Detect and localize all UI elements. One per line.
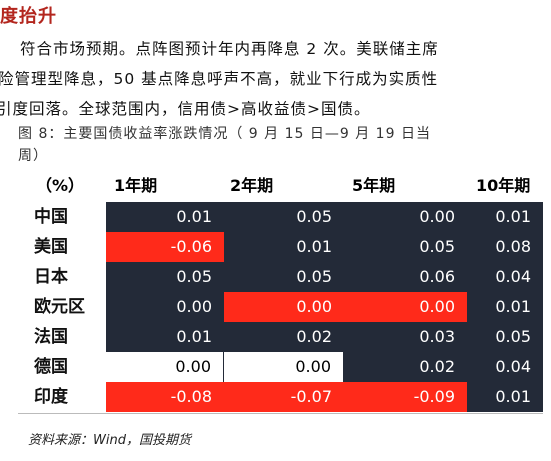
table-cell: 0.00 bbox=[344, 202, 467, 232]
table-cell: 0.04 bbox=[467, 352, 543, 382]
body-paragraph-line-1: 符合市场预期。点阵图预计年内再降息 2 次。美联储主席 bbox=[20, 40, 439, 58]
table-cell: 0.01 bbox=[106, 202, 224, 232]
column-header-5y: 5年期 bbox=[352, 176, 396, 195]
yield-change-table: （%） 1年期 2年期 5年期 10年期 中国 0.01 0.05 0.00 0.01 美… bbox=[18, 174, 543, 412]
column-header-1y: 1年期 bbox=[114, 176, 158, 195]
table-cell: 0.04 bbox=[467, 262, 543, 292]
table-cell: 0.00 bbox=[106, 292, 224, 322]
row-label: 中国 bbox=[34, 207, 68, 227]
row-label: 印度 bbox=[34, 387, 68, 407]
body-paragraph-line-2: 险管理型降息，50 基点降息呼声不高，就业下行成为实质性 bbox=[0, 70, 439, 88]
table-cell: 0.01 bbox=[467, 202, 543, 232]
table-cell: -0.09 bbox=[344, 382, 467, 412]
table-cell: 0.02 bbox=[344, 352, 467, 382]
table-cell: 0.08 bbox=[467, 232, 543, 262]
figure-caption-line-2: 周） bbox=[18, 148, 48, 164]
table-cell: 0.00 bbox=[224, 352, 344, 382]
row-label: 美国 bbox=[34, 237, 68, 257]
table-cell: -0.07 bbox=[224, 382, 344, 412]
row-label: 德国 bbox=[34, 357, 68, 377]
row-label: 欧元区 bbox=[34, 297, 85, 317]
row-label: 日本 bbox=[34, 267, 68, 287]
table-cell: 0.05 bbox=[106, 262, 224, 292]
table-cell: -0.06 bbox=[106, 232, 224, 262]
column-header-10y: 10年期 bbox=[476, 176, 531, 195]
unit-header: （%） bbox=[36, 176, 85, 195]
table-cell: 0.05 bbox=[224, 262, 344, 292]
body-paragraph-line-3: 引度回落。全球范围内，信用债>高收益债>国债。 bbox=[0, 100, 371, 118]
column-header-2y: 2年期 bbox=[230, 176, 274, 195]
table-cell: 0.01 bbox=[467, 292, 543, 322]
table-cell: 0.05 bbox=[344, 232, 467, 262]
table-cell: 0.01 bbox=[106, 322, 224, 352]
table-cell: 0.01 bbox=[224, 232, 344, 262]
divider bbox=[18, 413, 543, 414]
table-cell: 0.05 bbox=[467, 322, 543, 352]
section-heading: 度抬升 bbox=[0, 6, 57, 27]
source-note: 资料来源：Wind，国投期货 bbox=[28, 433, 191, 448]
row-label: 法国 bbox=[34, 327, 68, 347]
table-cell: 0.00 bbox=[106, 352, 224, 382]
table-cell: 0.02 bbox=[224, 322, 344, 352]
table-cell: 0.06 bbox=[344, 262, 467, 292]
figure-caption-line-1: 图 8：主要国债收益率涨跌情况（ 9 月 15 日—9 月 19 日当 bbox=[18, 126, 431, 142]
table-cell: 0.03 bbox=[344, 322, 467, 352]
table-cell: 0.00 bbox=[224, 292, 344, 322]
table-cell: -0.08 bbox=[106, 382, 224, 412]
table-cell: 0.05 bbox=[224, 202, 344, 232]
table-cell: 0.01 bbox=[467, 382, 543, 412]
table-cell: 0.00 bbox=[344, 292, 467, 322]
